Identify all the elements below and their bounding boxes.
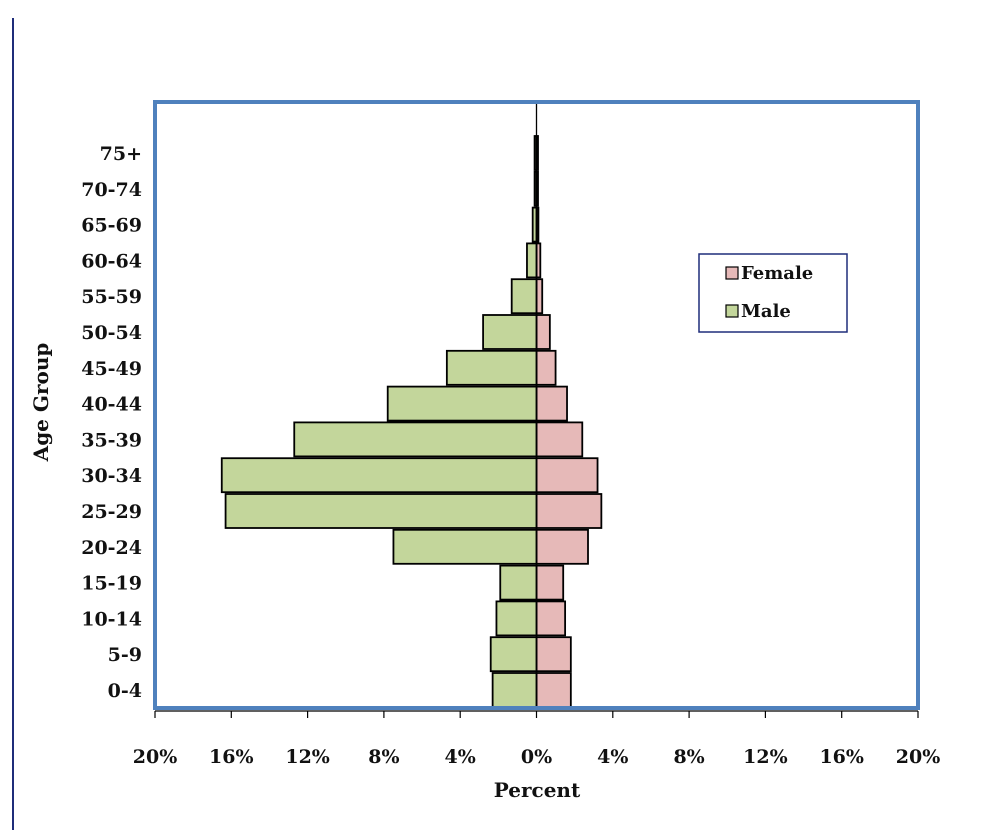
legend-label-male: Male <box>741 301 791 322</box>
y-axis-title: Age Group <box>29 343 53 463</box>
bar-female-35-39 <box>535 421 584 458</box>
plot-area-border <box>153 100 920 710</box>
bar-male-45-49 <box>445 349 538 386</box>
bar-female-45-49 <box>535 349 557 386</box>
bar-male-35-39 <box>293 421 538 458</box>
y-tick-label-20-24: 20-24 <box>81 537 142 559</box>
x-tick-label: 8% <box>673 746 704 768</box>
x-tick-label: 4% <box>597 746 628 768</box>
page-left-rule <box>12 18 14 830</box>
x-tick-label: 0% <box>521 746 552 768</box>
y-tick-label-45-49: 45-49 <box>81 358 142 380</box>
bar-female-20-24 <box>535 528 589 565</box>
legend-label-female: Female <box>741 263 813 284</box>
y-tick-label-25-29: 25-29 <box>81 501 142 523</box>
x-tick-label: 20% <box>133 746 178 768</box>
bar-male-15-19 <box>499 564 538 601</box>
legend-swatch-female <box>725 266 739 280</box>
y-tick-label-60-64: 60-64 <box>81 250 142 272</box>
y-tick-label-15-19: 15-19 <box>81 573 142 595</box>
x-tick-label: 12% <box>743 746 788 768</box>
bar-female-10-14 <box>535 600 567 637</box>
x-tick-label: 16% <box>819 746 864 768</box>
legend-swatch-male <box>725 304 739 318</box>
x-tick-label: 4% <box>445 746 476 768</box>
bar-female-25-29 <box>535 493 603 529</box>
y-tick-labels: 0-4 5-9 10-14 15-19 20-24 25-29 30-34 35-39 40-4… <box>81 143 142 702</box>
y-tick-label-70-74: 70-74 <box>81 179 142 201</box>
y-tick-label-30-34: 30-34 <box>81 465 142 487</box>
y-tick-label-35-39: 35-39 <box>81 429 142 451</box>
bar-female-0-4 <box>535 672 572 708</box>
bar-female-40-44 <box>535 385 568 422</box>
bar-female-30-34 <box>535 457 599 494</box>
bars-layer <box>220 135 603 708</box>
y-tick-label-0-4: 0-4 <box>108 680 142 702</box>
bar-male-60-64 <box>526 242 538 279</box>
bar-male-30-34 <box>220 457 538 494</box>
x-tick-label: 8% <box>368 746 399 768</box>
y-tick-label-65-69: 65-69 <box>81 215 142 237</box>
x-tick-label: 12% <box>285 746 330 768</box>
bar-male-0-4 <box>491 672 538 708</box>
bar-male-5-9 <box>489 636 538 673</box>
bar-male-40-44 <box>386 385 538 422</box>
y-tick-label-5-9: 5-9 <box>108 644 142 666</box>
bar-female-50-54 <box>535 314 551 350</box>
bar-male-10-14 <box>495 600 538 637</box>
x-axis-title: Percent <box>494 778 581 802</box>
legend-box <box>698 253 848 333</box>
y-tick-label-75+: 75+ <box>100 143 142 165</box>
y-tick-label-50-54: 50-54 <box>81 322 142 344</box>
x-axis: 20% 16% 12% 8% 4% 0% 4% 8% 12% 16% 20% <box>133 710 941 768</box>
x-tick-label: 16% <box>209 746 254 768</box>
bar-female-5-9 <box>535 636 572 673</box>
bar-male-25-29 <box>224 493 538 529</box>
y-tick-label-40-44: 40-44 <box>81 394 142 416</box>
legend: Female Male <box>698 253 848 333</box>
y-tick-label-55-59: 55-59 <box>81 286 142 308</box>
x-tick-label: 20% <box>896 746 941 768</box>
bar-male-55-59 <box>510 278 538 315</box>
bar-female-15-19 <box>535 564 565 601</box>
bar-male-50-54 <box>482 314 538 350</box>
y-tick-label-10-14: 10-14 <box>81 608 142 630</box>
bar-male-20-24 <box>392 528 538 565</box>
